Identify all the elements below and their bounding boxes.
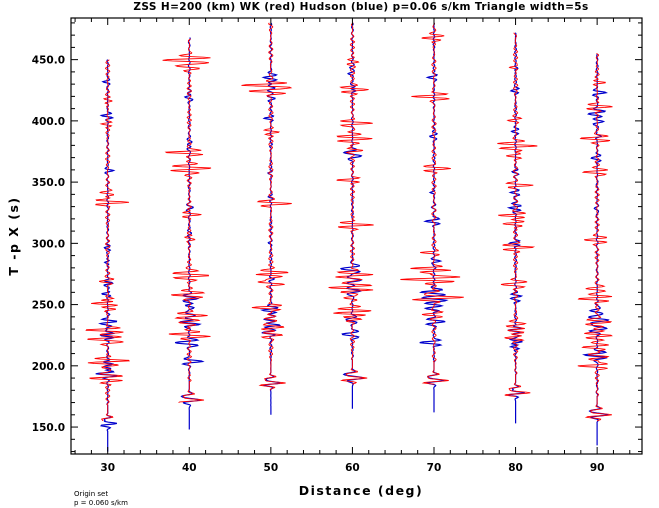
- x-tick-label: 40: [182, 462, 197, 474]
- y-tick-label: 150.0: [32, 422, 65, 434]
- wk-trace-30: [85, 59, 130, 422]
- x-tick-label: 30: [100, 462, 115, 474]
- y-tick-label: 300.0: [32, 238, 65, 250]
- x-tick-label: 60: [345, 462, 360, 474]
- y-tick-label: 400.0: [32, 116, 65, 128]
- x-tick-label: 70: [427, 462, 442, 474]
- wk-trace-70: [400, 22, 464, 385]
- y-tick-label: 450.0: [32, 55, 65, 67]
- y-tick-label: 200.0: [32, 361, 65, 373]
- axes-layer: 30 40 50 60 70 80 90 150.0 200.0 250.0 300.0 350.0 4…: [32, 18, 642, 474]
- y-axis-label: T -p X (s): [6, 196, 21, 275]
- note-slowness: p = 0.060 s/km: [74, 499, 128, 507]
- x-tick-label: 50: [264, 462, 279, 474]
- wk-trace-50: [241, 22, 293, 391]
- y-tick-label: 350.0: [32, 177, 65, 189]
- chart-title: ZSS H=200 (km) WK (red) Hudson (blue) p=…: [133, 1, 588, 13]
- x-axis-label: Distance (deg): [299, 483, 423, 498]
- wk-trace-60: [328, 22, 374, 385]
- trace-layer: [85, 22, 613, 452]
- hudson-trace-40: [174, 37, 205, 430]
- note-origin: Origin set: [74, 490, 108, 498]
- wk-trace-40: [162, 38, 212, 403]
- hudson-trace-90: [582, 53, 610, 446]
- x-tick-label: 90: [590, 462, 605, 474]
- hudson-trace-80: [506, 32, 525, 424]
- wk-trace-80: [497, 32, 538, 397]
- plot-frame: [70, 17, 643, 455]
- x-tick-label: 80: [508, 462, 523, 474]
- hudson-trace-70: [419, 22, 449, 413]
- y-tick-label: 250.0: [32, 300, 65, 312]
- wk-trace-90: [577, 53, 613, 422]
